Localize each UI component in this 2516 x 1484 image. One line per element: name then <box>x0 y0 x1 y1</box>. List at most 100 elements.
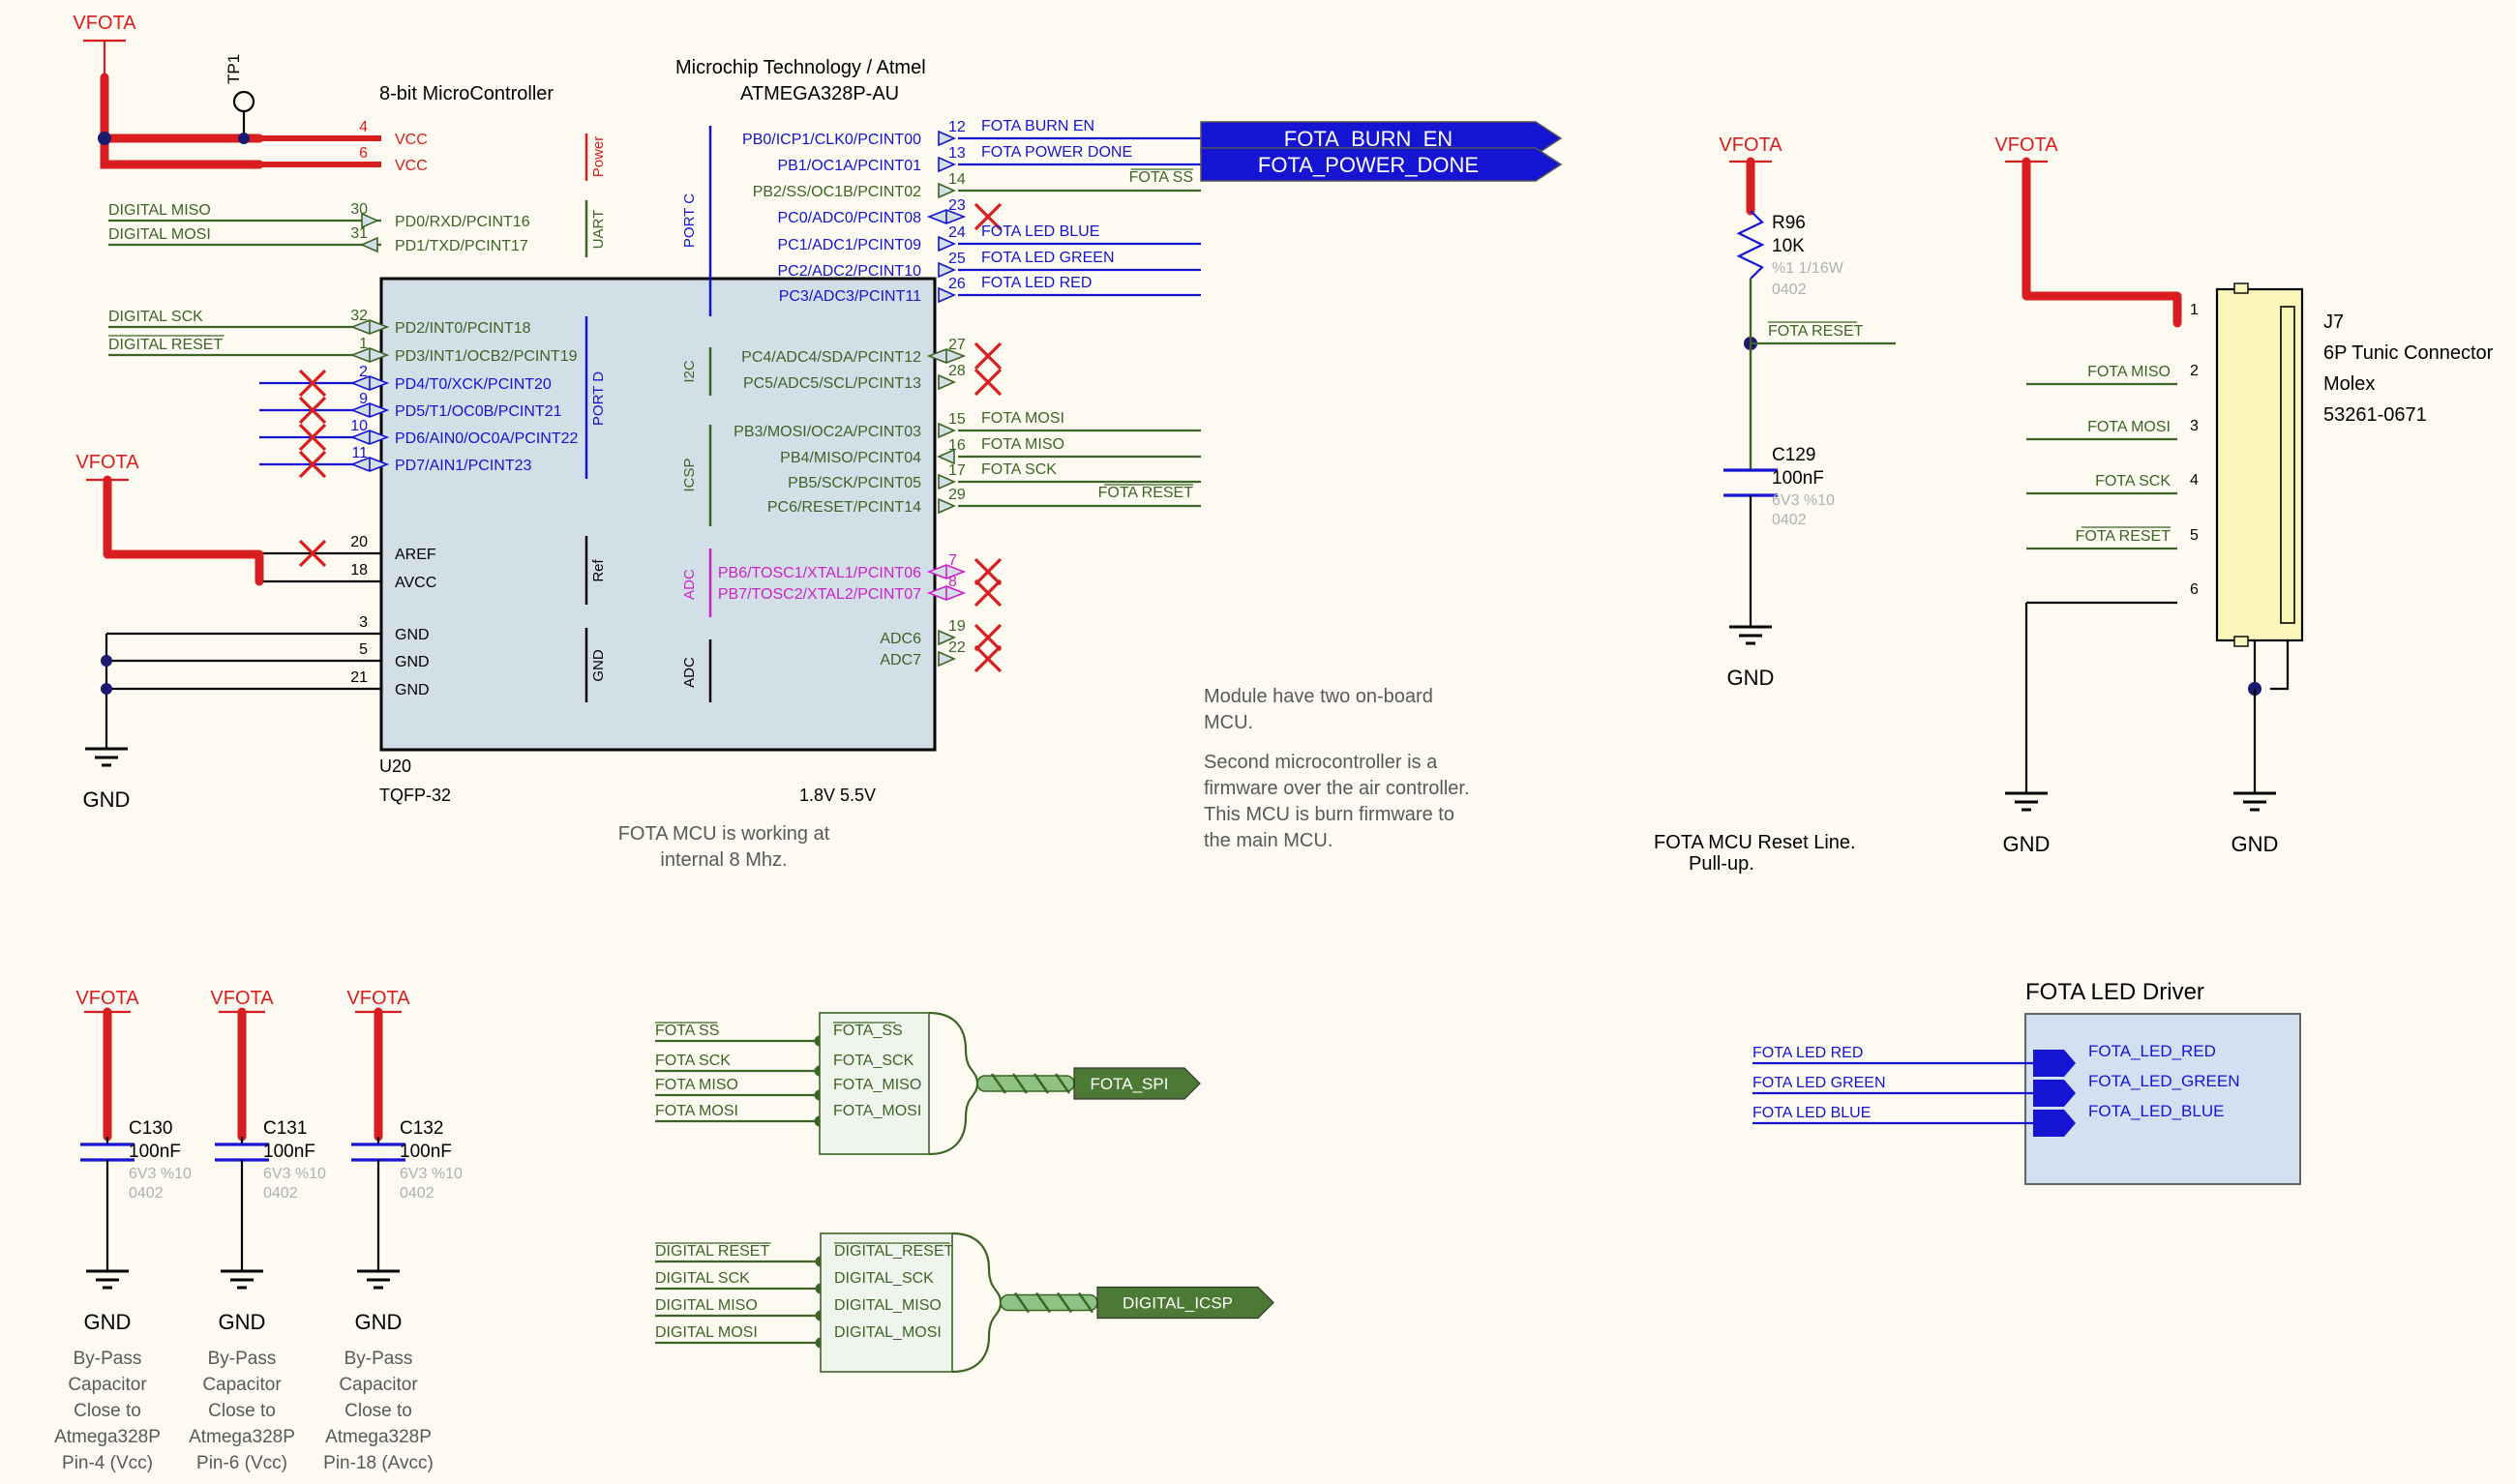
svg-text:FOTA MCU is working at: FOTA MCU is working at <box>618 823 830 845</box>
svg-text:PD0/RXD/PCINT16: PD0/RXD/PCINT16 <box>395 214 530 230</box>
svg-text:By-Pass: By-Pass <box>74 1349 142 1369</box>
svg-text:GND: GND <box>2003 832 2051 856</box>
svg-text:GND: GND <box>395 627 430 643</box>
svg-text:FOTA RESET: FOTA RESET <box>2076 528 2172 545</box>
svg-text:3: 3 <box>359 614 368 631</box>
svg-text:Pin-4 (Vcc): Pin-4 (Vcc) <box>62 1453 153 1473</box>
svg-text:19: 19 <box>948 618 966 635</box>
svg-text:PC2/ADC2/PCINT10: PC2/ADC2/PCINT10 <box>778 263 922 280</box>
svg-text:By-Pass: By-Pass <box>344 1349 413 1369</box>
svg-text:6V3 %10: 6V3 %10 <box>129 1166 192 1182</box>
svg-text:PORT D: PORT D <box>590 371 607 426</box>
svg-text:FOTA LED RED: FOTA LED RED <box>981 275 1092 291</box>
svg-text:AREF: AREF <box>395 547 436 563</box>
svg-text:29: 29 <box>948 487 966 503</box>
svg-text:FOTA_MISO: FOTA_MISO <box>833 1077 921 1093</box>
svg-text:J7: J7 <box>2323 312 2344 333</box>
svg-text:ADC: ADC <box>681 657 698 688</box>
svg-text:GND: GND <box>2231 832 2279 856</box>
svg-text:6: 6 <box>359 145 368 162</box>
svg-text:FOTA LED BLUE: FOTA LED BLUE <box>1752 1105 1871 1121</box>
svg-text:PC1/ADC1/PCINT09: PC1/ADC1/PCINT09 <box>778 237 922 253</box>
svg-text:DIGITAL MISO: DIGITAL MISO <box>655 1297 758 1314</box>
svg-text:13: 13 <box>948 145 966 162</box>
svg-text:PD1/TXD/PCINT17: PD1/TXD/PCINT17 <box>395 238 528 254</box>
svg-text:FOTA LED RED: FOTA LED RED <box>1752 1045 1863 1061</box>
svg-text:Module have two on-board: Module have two on-board <box>1204 686 1433 707</box>
svg-text:10K: 10K <box>1772 236 1805 256</box>
svg-text:1.8V 5.5V: 1.8V 5.5V <box>799 786 876 805</box>
svg-text:24: 24 <box>948 224 966 241</box>
svg-text:FOTA SCK: FOTA SCK <box>655 1053 731 1069</box>
svg-text:FOTA_LED_BLUE: FOTA_LED_BLUE <box>2088 1102 2224 1120</box>
svg-text:PORT C: PORT C <box>681 193 698 248</box>
svg-text:Microchip Technology / Atmel: Microchip Technology / Atmel <box>675 57 926 78</box>
svg-text:FOTA MISO: FOTA MISO <box>2087 364 2171 380</box>
svg-text:18: 18 <box>350 562 368 579</box>
svg-text:PB0/ICP1/CLK0/PCINT00: PB0/ICP1/CLK0/PCINT00 <box>742 132 921 148</box>
svg-text:26: 26 <box>948 276 966 292</box>
svg-text:12: 12 <box>948 119 966 135</box>
svg-text:Close to: Close to <box>208 1401 276 1421</box>
svg-text:4: 4 <box>359 119 368 135</box>
svg-text:22: 22 <box>948 639 966 656</box>
svg-text:31: 31 <box>350 225 368 242</box>
svg-text:DIGITAL MOSI: DIGITAL MOSI <box>655 1324 758 1341</box>
svg-text:2: 2 <box>2190 363 2199 379</box>
svg-text:DIGITAL RESET: DIGITAL RESET <box>655 1243 769 1260</box>
svg-text:Atmega328P: Atmega328P <box>189 1427 295 1447</box>
svg-text:TQFP-32: TQFP-32 <box>379 786 451 805</box>
svg-text:PC0/ADC0/PCINT08: PC0/ADC0/PCINT08 <box>778 210 922 226</box>
svg-text:Molex: Molex <box>2323 373 2375 395</box>
svg-text:DIGITAL MOSI: DIGITAL MOSI <box>108 226 211 243</box>
svg-text:GND: GND <box>355 1310 403 1334</box>
svg-text:6P Tunic Connector: 6P Tunic Connector <box>2323 342 2494 364</box>
svg-text:FOTA RESET: FOTA RESET <box>1768 323 1864 340</box>
svg-text:VCC: VCC <box>395 158 428 174</box>
svg-text:6V3 %10: 6V3 %10 <box>400 1166 463 1182</box>
svg-text:Capacitor: Capacitor <box>202 1375 282 1395</box>
svg-text:5: 5 <box>359 641 368 658</box>
svg-text:PC3/ADC3/PCINT11: PC3/ADC3/PCINT11 <box>779 288 921 305</box>
svg-text:FOTA_POWER_DONE: FOTA_POWER_DONE <box>1258 153 1479 177</box>
svg-text:FOTA MISO: FOTA MISO <box>655 1077 738 1093</box>
svg-text:100nF: 100nF <box>263 1142 315 1162</box>
svg-text:5: 5 <box>2190 527 2199 544</box>
svg-text:3: 3 <box>2190 418 2199 434</box>
svg-text:53261-0671: 53261-0671 <box>2323 404 2427 426</box>
svg-text:FOTA_LED_RED: FOTA_LED_RED <box>2088 1042 2216 1060</box>
svg-text:PB1/OC1A/PCINT01: PB1/OC1A/PCINT01 <box>778 158 922 174</box>
svg-text:ICSP: ICSP <box>681 458 698 491</box>
svg-text:U20: U20 <box>379 757 411 776</box>
svg-text:FOTA MOSI: FOTA MOSI <box>655 1103 738 1119</box>
svg-text:DIGITAL MISO: DIGITAL MISO <box>108 202 211 219</box>
svg-text:PD6/AIN0/OC0A/PCINT22: PD6/AIN0/OC0A/PCINT22 <box>395 430 579 447</box>
svg-text:100nF: 100nF <box>1772 468 1824 489</box>
svg-text:0402: 0402 <box>1772 282 1807 298</box>
svg-text:6: 6 <box>2190 581 2199 598</box>
svg-text:Atmega328P: Atmega328P <box>325 1427 432 1447</box>
svg-text:FOTA LED GREEN: FOTA LED GREEN <box>981 250 1115 266</box>
svg-text:FOTA MCU Reset Line.: FOTA MCU Reset Line. <box>1654 832 1856 853</box>
svg-text:PC4/ADC4/SDA/PCINT12: PC4/ADC4/SDA/PCINT12 <box>741 349 921 366</box>
svg-text:DIGITAL RESET: DIGITAL RESET <box>108 337 223 353</box>
svg-text:Capacitor: Capacitor <box>68 1375 147 1395</box>
svg-text:FOTA RESET: FOTA RESET <box>1098 485 1194 501</box>
svg-text:GND: GND <box>590 649 607 682</box>
svg-text:PD5/T1/OC0B/PCINT21: PD5/T1/OC0B/PCINT21 <box>395 403 562 420</box>
svg-text:FOTA MOSI: FOTA MOSI <box>2087 419 2171 435</box>
svg-text:FOTA SS: FOTA SS <box>655 1023 719 1039</box>
svg-text:VCC: VCC <box>395 132 428 148</box>
svg-text:Pull-up.: Pull-up. <box>1689 853 1754 875</box>
svg-text:FOTA LED BLUE: FOTA LED BLUE <box>981 223 1099 240</box>
svg-text:R96: R96 <box>1772 213 1806 233</box>
svg-text:I2C: I2C <box>681 360 698 383</box>
svg-text:ATMEGA328P-AU: ATMEGA328P-AU <box>740 83 899 104</box>
svg-text:FOTA_MOSI: FOTA_MOSI <box>833 1103 921 1119</box>
svg-text:Power: Power <box>590 136 607 178</box>
svg-text:TP1: TP1 <box>225 54 243 84</box>
svg-text:25: 25 <box>948 251 966 267</box>
svg-text:FOTA SCK: FOTA SCK <box>2095 473 2171 490</box>
svg-text:ADC6: ADC6 <box>880 631 921 647</box>
svg-text:PB3/MOSI/OC2A/PCINT03: PB3/MOSI/OC2A/PCINT03 <box>734 424 921 440</box>
